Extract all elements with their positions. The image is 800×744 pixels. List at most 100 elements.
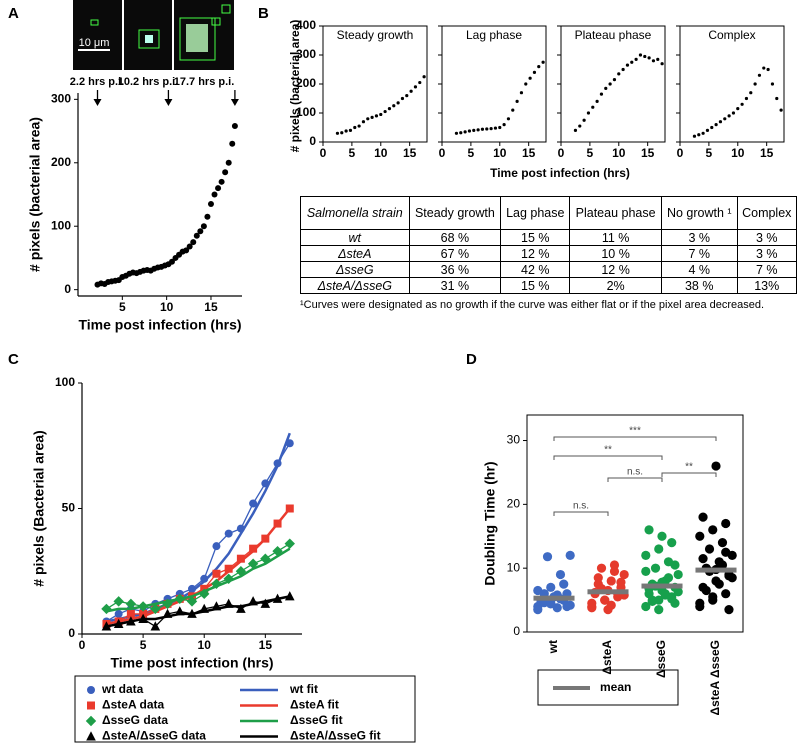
data-point (641, 601, 651, 612)
data-point (708, 525, 718, 535)
data-point (335, 131, 340, 135)
data-point (476, 128, 480, 132)
roi-box (179, 17, 216, 61)
data-point (489, 127, 493, 131)
data-point (485, 127, 489, 131)
table-cell: 3 % (736, 229, 798, 246)
data-point (353, 125, 357, 130)
data-point (587, 603, 597, 613)
significance-label: *** (629, 426, 641, 437)
data-point (638, 53, 643, 57)
significance-label: n.s. (627, 467, 643, 478)
x-tick-label: ΔsseG (654, 640, 668, 678)
table-row: wt 68 % 15 % 11 % 3 % 3 % (300, 229, 798, 246)
legend-marker (85, 715, 97, 727)
marker (260, 598, 271, 608)
x-axis-label: Time post infection (hrs) (78, 317, 241, 333)
marker (212, 542, 221, 551)
mean-bar (533, 595, 575, 601)
x-tick-label: 10 (731, 146, 745, 160)
x-tick-label: 0 (320, 146, 327, 160)
data-point (502, 123, 506, 127)
data-point (721, 547, 731, 557)
data-point (717, 560, 728, 570)
data-point (229, 140, 236, 147)
significance-label: ** (604, 445, 612, 456)
plot-frame (560, 25, 666, 143)
image-label: 10.2 hrs p.i. (118, 76, 179, 88)
data-point (724, 605, 734, 615)
data-point (387, 107, 392, 111)
scale-bar-label: 10 μm (79, 37, 110, 49)
y-tick-label: 400 (296, 18, 316, 32)
data-point (413, 85, 418, 89)
data-line (106, 543, 291, 610)
data-point (695, 531, 705, 541)
significance-label: n.s. (573, 501, 589, 512)
data-point (506, 117, 511, 121)
table-cell: Plateau phase (569, 196, 662, 230)
y-tick-label: 100 (51, 218, 71, 232)
panel-label: D (466, 351, 477, 368)
y-axis-label: Doubling Time (hr) (482, 461, 498, 585)
data-point (586, 111, 591, 115)
data-point (200, 223, 207, 230)
data-point (770, 82, 775, 86)
data-point (405, 94, 409, 98)
y-tick-label: 20 (507, 497, 521, 511)
x-tick-label: 0 (677, 146, 684, 160)
y-tick-label: 300 (296, 47, 316, 61)
table-row: ΔsseG 36 % 42 % 12 % 4 % 7 % (300, 261, 798, 278)
table-cell: wt (300, 229, 410, 246)
data-point (348, 128, 353, 132)
data-point (357, 124, 361, 128)
x-tick-label: 0 (439, 146, 446, 160)
data-point (692, 134, 697, 138)
data-point (459, 131, 463, 135)
table-cell: ΔsseG (300, 261, 410, 278)
bacteria (145, 35, 153, 43)
fit-line (106, 432, 291, 623)
data-point (695, 598, 705, 608)
data-point (647, 56, 651, 60)
marker (284, 538, 295, 549)
legend-label: ΔsteA/ΔsseG fit (290, 729, 381, 743)
data-point (168, 258, 175, 265)
table-cell: 4 % (660, 261, 738, 278)
significance-bracket (607, 477, 663, 482)
data-point (704, 544, 715, 554)
table-cell: Salmonella strain (300, 196, 410, 230)
data-point (600, 595, 610, 605)
marker (249, 544, 258, 553)
y-tick-label: 200 (51, 155, 71, 169)
table-row: ΔsteA 67 % 12 % 10 % 7 % 3 % (300, 245, 798, 262)
data-point (766, 67, 770, 72)
table-cell: 7 % (736, 261, 798, 278)
table-cell: ΔsteA/ΔsseG (300, 277, 410, 294)
data-point (207, 201, 214, 208)
data-point (498, 125, 502, 130)
marker (247, 558, 259, 569)
table-cell: 38 % (660, 277, 738, 294)
y-tick-label: 0 (513, 624, 520, 638)
data-point (599, 92, 604, 96)
data-point (374, 114, 379, 118)
plot-frame (679, 25, 785, 143)
x-tick-label: 15 (259, 638, 273, 652)
table-cell: 42 % (500, 261, 571, 278)
y-tick-label: 0 (68, 626, 75, 640)
legend-marker (87, 686, 95, 694)
data-point (454, 131, 459, 135)
marker (211, 578, 222, 589)
data-point (211, 191, 218, 198)
data-point (714, 579, 724, 589)
table-cell: 15 % (500, 277, 571, 294)
data-line (106, 442, 291, 623)
data-point (698, 554, 708, 564)
data-point (718, 120, 723, 124)
data-point (533, 605, 543, 615)
y-axis-label: # pixels (Bacterial area) (31, 430, 47, 586)
data-point (606, 600, 616, 610)
fit-line (106, 547, 291, 613)
table-cell: 13% (736, 277, 798, 294)
